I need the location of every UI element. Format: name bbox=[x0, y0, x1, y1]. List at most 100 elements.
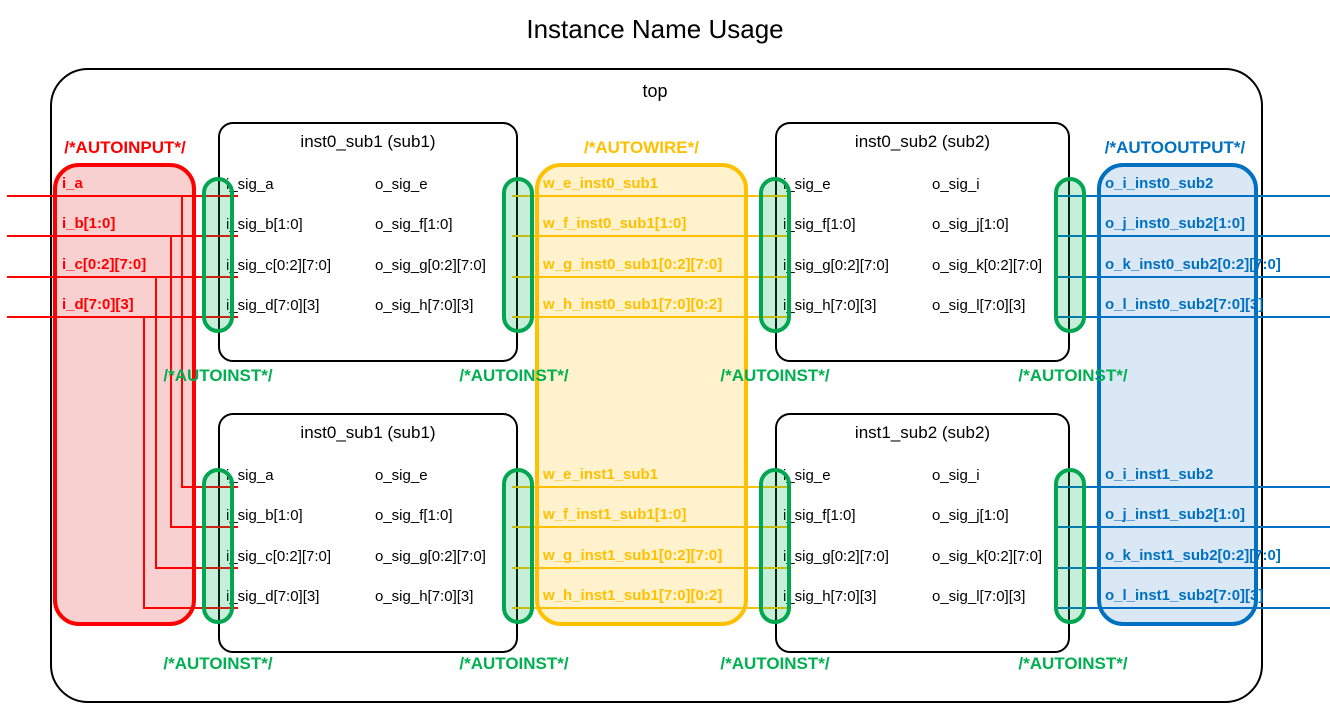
autoinput-region-box: i_a i_b[1:0] i_c[0:2][7:0] i_d[7:0][3] bbox=[53, 163, 196, 626]
wire-blue bbox=[1058, 486, 1330, 488]
autooutput-signal: o_l_inst0_sub2[7:0][3] bbox=[1105, 296, 1264, 313]
autoinst-label: /*AUTOINST*/ bbox=[1018, 654, 1128, 673]
top-module-label: top bbox=[642, 81, 668, 101]
module-output-pin: o_sig_e bbox=[375, 467, 428, 484]
module-output-pin: o_sig_g[0:2][7:0] bbox=[375, 257, 486, 274]
wire-yellow bbox=[512, 567, 790, 569]
module-inst0-sub2: inst0_sub2 (sub2) i_sig_e i_sig_f[1:0] i… bbox=[775, 122, 1070, 362]
wire-red bbox=[7, 235, 238, 237]
autowire-region-box: w_e_inst0_sub1 w_f_inst0_sub1[1:0] w_g_i… bbox=[535, 163, 748, 626]
module-output-pin: o_sig_j[1:0] bbox=[932, 507, 1009, 524]
wire-red bbox=[181, 486, 238, 488]
module-output-pin: o_sig_h[7:0][3] bbox=[375, 297, 474, 314]
autowire-signal: w_g_inst1_sub1[0:2][7:0] bbox=[543, 547, 723, 564]
autowire-label: /*AUTOWIRE*/ bbox=[584, 138, 699, 157]
module-inst0-sub1-top: inst0_sub1 (sub1) i_sig_a i_sig_b[1:0] i… bbox=[218, 122, 518, 362]
autoinst-port-pill bbox=[502, 468, 534, 624]
wire-yellow bbox=[512, 276, 790, 278]
wire-blue bbox=[1058, 235, 1330, 237]
autoinst-port-pill bbox=[759, 177, 791, 333]
autoinst-port-pill bbox=[502, 177, 534, 333]
wire-blue bbox=[1058, 195, 1330, 197]
autoinst-label: /*AUTOINST*/ bbox=[720, 654, 830, 673]
module-input-pin: i_sig_c[0:2][7:0] bbox=[226, 548, 332, 565]
module-title: inst0_sub1 (sub1) bbox=[300, 132, 436, 151]
autowire-signal: w_h_inst1_sub1[7:0][0:2] bbox=[543, 587, 723, 604]
autoinput-signal: i_d[7:0][3] bbox=[62, 296, 134, 313]
autowire-signal: w_f_inst0_sub1[1:0] bbox=[543, 215, 687, 232]
module-output-pin: o_sig_i bbox=[932, 467, 980, 484]
autoinput-signal: i_c[0:2][7:0] bbox=[62, 256, 147, 273]
wire-red bbox=[7, 276, 238, 278]
wire-yellow bbox=[512, 526, 790, 528]
autoinst-label: /*AUTOINST*/ bbox=[163, 366, 273, 385]
wire-red bbox=[170, 235, 172, 528]
autoinst-port-pill bbox=[1054, 177, 1086, 333]
module-input-pin: i_sig_c[0:2][7:0] bbox=[226, 257, 332, 274]
wire-yellow bbox=[512, 235, 790, 237]
wire-red bbox=[143, 316, 145, 609]
wire-yellow bbox=[512, 195, 790, 197]
autoinst-port-pill bbox=[759, 468, 791, 624]
autooutput-label: /*AUTOOUTPUT*/ bbox=[1104, 138, 1246, 157]
wire-blue bbox=[1058, 526, 1330, 528]
module-title: inst0_sub2 (sub2) bbox=[854, 132, 991, 151]
wire-blue bbox=[1058, 607, 1330, 609]
module-output-pin: o_sig_l[7:0][3] bbox=[932, 588, 1026, 605]
module-input-pin: i_sig_h[7:0][3] bbox=[783, 297, 877, 314]
wire-blue bbox=[1058, 316, 1330, 318]
module-input-pin: i_sig_h[7:0][3] bbox=[783, 588, 877, 605]
wire-yellow bbox=[512, 486, 790, 488]
wire-blue bbox=[1058, 276, 1330, 278]
autowire-signal: w_g_inst0_sub1[0:2][7:0] bbox=[543, 256, 723, 273]
autooutput-signal: o_k_inst0_sub2[0:2][7:0] bbox=[1105, 256, 1281, 273]
module-input-pin: i_sig_f[1:0] bbox=[783, 216, 856, 233]
module-output-pin: o_sig_j[1:0] bbox=[932, 216, 1009, 233]
wire-red bbox=[143, 607, 238, 609]
autowire-signal: w_e_inst0_sub1 bbox=[543, 175, 659, 192]
autoinst-label: /*AUTOINST*/ bbox=[163, 654, 273, 673]
module-input-pin: i_sig_g[0:2][7:0] bbox=[783, 257, 889, 274]
module-output-pin: o_sig_k[0:2][7:0] bbox=[932, 257, 1043, 274]
module-input-pin: i_sig_f[1:0] bbox=[783, 507, 856, 524]
module-input-pin: i_sig_e bbox=[783, 467, 831, 484]
autoinput-signal: i_a bbox=[62, 175, 83, 192]
module-output-pin: o_sig_h[7:0][3] bbox=[375, 588, 474, 605]
module-input-pin: i_sig_b[1:0] bbox=[226, 507, 303, 524]
module-input-pin: i_sig_a bbox=[226, 176, 274, 193]
module-input-pin: i_sig_g[0:2][7:0] bbox=[783, 548, 889, 565]
autoinst-port-pill bbox=[1054, 468, 1086, 624]
autoinst-label: /*AUTOINST*/ bbox=[459, 654, 569, 673]
module-inst1-sub2: inst1_sub2 (sub2) i_sig_e i_sig_f[1:0] i… bbox=[775, 413, 1070, 653]
module-output-pin: o_sig_f[1:0] bbox=[375, 216, 453, 233]
module-inst0-sub1-bottom: inst0_sub1 (sub1) i_sig_a i_sig_b[1:0] i… bbox=[218, 413, 518, 653]
autoinst-port-pill bbox=[202, 468, 234, 624]
autowire-signal: w_h_inst0_sub1[7:0][0:2] bbox=[543, 296, 723, 313]
wire-yellow bbox=[512, 316, 790, 318]
autowire-signal: w_f_inst1_sub1[1:0] bbox=[543, 506, 687, 523]
module-input-pin: i_sig_a bbox=[226, 467, 274, 484]
module-output-pin: o_sig_l[7:0][3] bbox=[932, 297, 1026, 314]
module-input-pin: i_sig_d[7:0][3] bbox=[226, 588, 320, 605]
wire-red bbox=[155, 276, 157, 569]
autooutput-region-box: o_i_inst0_sub2 o_j_inst0_sub2[1:0] o_k_i… bbox=[1097, 163, 1281, 626]
autoinst-label: /*AUTOINST*/ bbox=[720, 366, 830, 385]
wire-red bbox=[155, 567, 238, 569]
module-title: inst0_sub1 (sub1) bbox=[300, 423, 436, 442]
autoinst-label: /*AUTOINST*/ bbox=[459, 366, 569, 385]
module-output-pin: o_sig_k[0:2][7:0] bbox=[932, 548, 1043, 565]
wire-yellow bbox=[512, 607, 790, 609]
autowire-signal: w_e_inst1_sub1 bbox=[543, 466, 659, 483]
autoinput-signal: i_b[1:0] bbox=[62, 215, 116, 232]
autoinput-label: /*AUTOINPUT*/ bbox=[64, 138, 186, 157]
autooutput-signal: o_l_inst1_sub2[7:0][3] bbox=[1105, 587, 1264, 604]
autoinst-port-pill bbox=[202, 177, 234, 333]
autooutput-signal: o_k_inst1_sub2[0:2][7:0] bbox=[1105, 547, 1281, 564]
autooutput-signal: o_j_inst0_sub2[1:0] bbox=[1105, 215, 1246, 232]
module-output-pin: o_sig_f[1:0] bbox=[375, 507, 453, 524]
wire-red bbox=[181, 195, 183, 488]
autooutput-signal: o_i_inst1_sub2 bbox=[1105, 466, 1214, 483]
wire-red bbox=[7, 316, 238, 318]
diagram-title: Instance Name Usage bbox=[526, 14, 784, 44]
